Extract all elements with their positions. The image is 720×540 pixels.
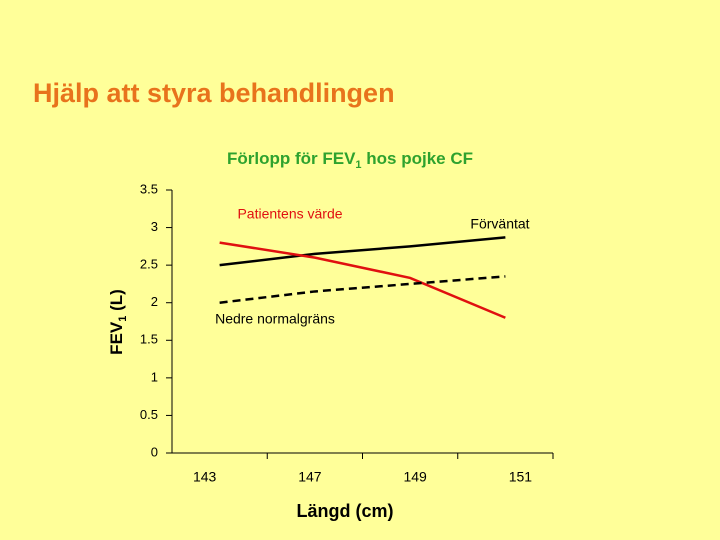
chart-title: Förlopp för FEV1 hos pojke CF (227, 149, 473, 170)
x-tick-label: 149 (403, 469, 427, 485)
y-label-part: (L) (107, 289, 126, 315)
x-tick-label: 147 (298, 469, 322, 485)
chart-title-sub: 1 (355, 159, 361, 171)
series-label: Nedre normalgräns (215, 311, 335, 327)
series-line (219, 241, 506, 319)
chart-title-part: Förlopp för FEV (227, 149, 356, 168)
series-label: Förväntat (470, 216, 529, 232)
series-line (219, 236, 506, 267)
x-tick-label: 151 (509, 469, 533, 485)
slide-title: Hjälp att styra behandlingen (33, 78, 395, 108)
y-axis-label: FEV1 (L) (107, 289, 128, 355)
y-tick-label: 2.5 (140, 257, 158, 272)
y-tick-label: 1.5 (140, 332, 158, 347)
y-tick-label: 1 (151, 369, 158, 384)
y-tick-label: 3.5 (140, 181, 158, 196)
x-axis-label: Längd (cm) (297, 501, 394, 521)
y-tick-label: 2 (151, 294, 158, 309)
y-tick-label: 0 (151, 444, 158, 459)
x-tick-label: 143 (193, 469, 217, 485)
y-tick-label: 0.5 (140, 407, 158, 422)
y-label-sub: 1 (117, 316, 129, 322)
chart-title-part: hos pojke CF (362, 149, 473, 168)
series-label: Patientens värde (237, 206, 342, 222)
series-line (219, 275, 506, 304)
y-tick-label: 3 (151, 219, 158, 234)
y-label-part: FEV (107, 321, 126, 355)
